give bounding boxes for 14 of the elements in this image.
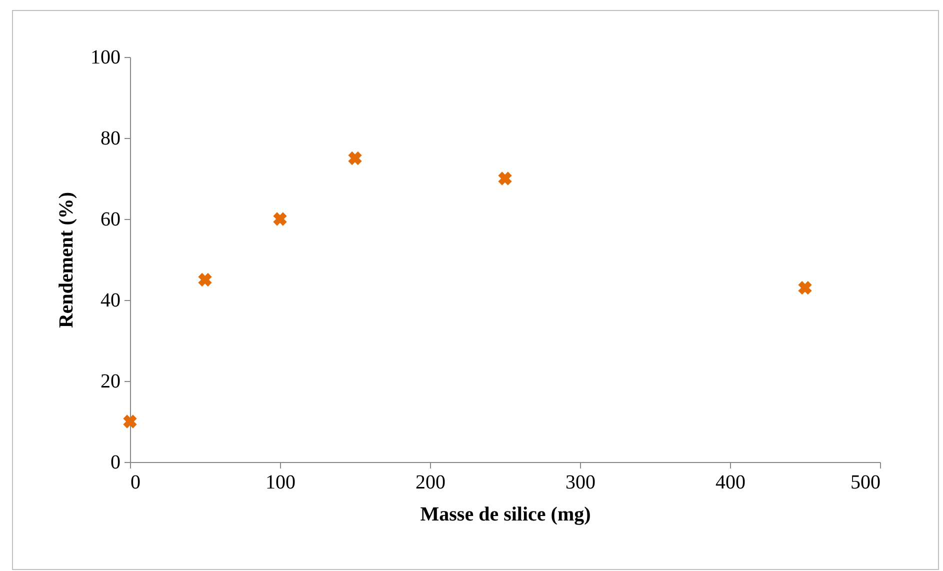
x-tick-label: 0: [130, 472, 140, 494]
x-tick-label: 100: [266, 472, 296, 494]
y-tick-label: 20: [100, 370, 120, 392]
y-axis-title: Rendement (%): [56, 192, 78, 328]
y-tick-label: 40: [100, 290, 120, 312]
x-axis-title: Masse de silice (mg): [420, 504, 591, 526]
x-tick-label: 300: [566, 472, 596, 494]
x-tick-label: 500: [850, 472, 880, 494]
y-tick-label: 80: [100, 128, 120, 150]
x-tick-label: 200: [416, 472, 446, 494]
y-tick-label: 100: [90, 46, 120, 68]
x-tick-label: 400: [716, 472, 746, 494]
y-tick-label: 60: [100, 208, 120, 230]
y-tick-label: 0: [110, 452, 120, 474]
